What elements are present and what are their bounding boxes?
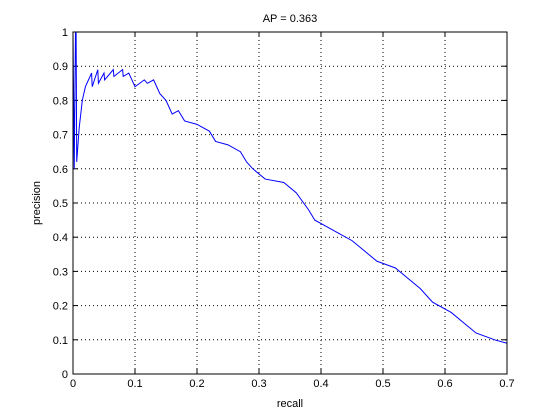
x-tick-label: 0.3 <box>251 378 266 390</box>
x-tick-label: 0.6 <box>437 378 452 390</box>
y-tick-label: 0.6 <box>53 164 68 176</box>
y-tick-label: 0.5 <box>53 198 68 210</box>
y-tick-label: 0 <box>62 369 68 381</box>
chart-title: AP = 0.363 <box>263 13 318 25</box>
x-axis-label: recall <box>277 398 303 410</box>
x-tick-label: 0.5 <box>375 378 390 390</box>
x-tick-label: 0 <box>70 378 76 390</box>
y-tick-label: 0.7 <box>53 130 68 142</box>
y-tick-label: 0.1 <box>53 335 68 347</box>
y-tick-label: 0.8 <box>53 95 68 107</box>
y-axis-label: precision <box>31 181 43 225</box>
x-tick-label: 0.7 <box>499 378 514 390</box>
y-tick-label: 0.2 <box>53 301 68 313</box>
y-tick-label: 0.3 <box>53 266 68 278</box>
y-tick-label: 0.9 <box>53 61 68 73</box>
x-tick-label: 0.2 <box>189 378 204 390</box>
axes-box <box>72 31 508 375</box>
precision-line <box>72 31 508 344</box>
y-tick-label: 1 <box>62 27 68 39</box>
x-tick-label: 0.1 <box>127 378 142 390</box>
y-tick-label: 0.4 <box>53 232 68 244</box>
x-tick-label: 0.4 <box>313 378 328 390</box>
